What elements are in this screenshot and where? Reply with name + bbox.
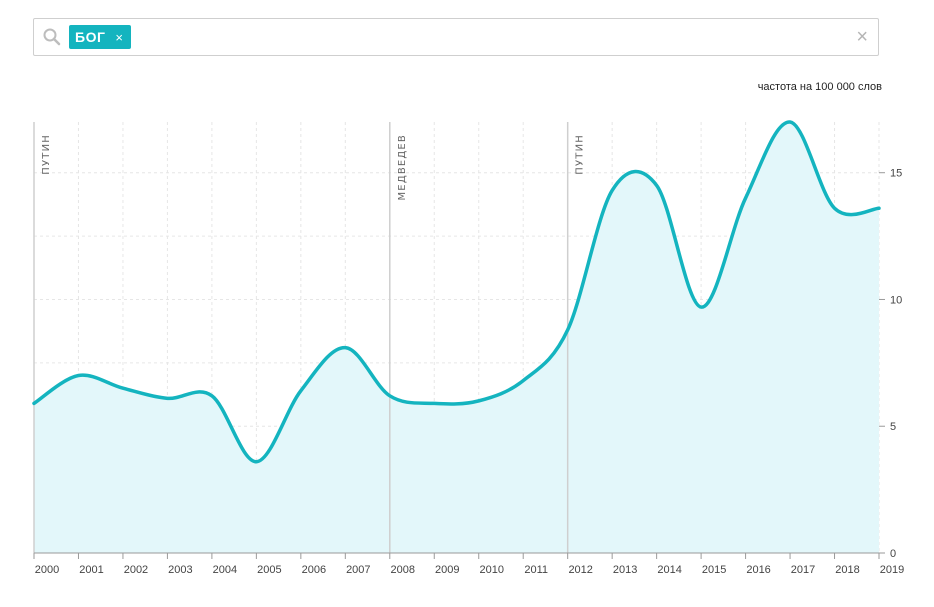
series-line <box>32 120 881 464</box>
search-icon <box>43 28 61 46</box>
x-tick-label-2007: 2007 <box>346 564 370 576</box>
x-tick-label-2018: 2018 <box>835 564 859 576</box>
x-tick-label-2008: 2008 <box>391 564 415 576</box>
y-tick-label-0: 0 <box>890 548 896 560</box>
y-tick-label-15: 15 <box>890 168 902 180</box>
x-tick-label-2019: 2019 <box>880 564 904 576</box>
x-tick-label-2004: 2004 <box>213 564 237 576</box>
era-label-1: МЕДВЕДЕВ <box>397 134 408 201</box>
x-tick-label-2009: 2009 <box>435 564 459 576</box>
x-tick-label-2017: 2017 <box>791 564 815 576</box>
y-tick-label-10: 10 <box>890 294 902 306</box>
x-tick-label-2011: 2011 <box>524 564 548 576</box>
x-tick-label-2016: 2016 <box>746 564 770 576</box>
x-tick-label-2005: 2005 <box>257 564 281 576</box>
x-tick-label-2014: 2014 <box>657 564 681 576</box>
clear-search-button[interactable]: × <box>856 26 868 48</box>
series-area <box>34 121 879 553</box>
x-tick-label-2015: 2015 <box>702 564 726 576</box>
y-tick-label-5: 5 <box>890 421 896 433</box>
x-tick-label-2013: 2013 <box>613 564 637 576</box>
remove-term-button[interactable]: × <box>115 29 124 45</box>
era-label-0: ПУТИН <box>41 134 52 175</box>
search-bar[interactable]: БОГ × × <box>33 18 879 56</box>
x-tick-label-2002: 2002 <box>124 564 148 576</box>
x-tick-label-2006: 2006 <box>302 564 326 576</box>
y-axis-unit-label: частота на 100 000 слов <box>757 81 882 93</box>
search-term-chip[interactable]: БОГ × <box>69 25 132 49</box>
era-label-2: ПУТИН <box>575 134 586 175</box>
x-tick-label-2000: 2000 <box>35 564 59 576</box>
x-tick-label-2012: 2012 <box>568 564 592 576</box>
x-tick-label-2010: 2010 <box>479 564 503 576</box>
x-tick-label-2001: 2001 <box>79 564 103 576</box>
x-tick-label-2003: 2003 <box>168 564 192 576</box>
search-term-label: БОГ <box>75 29 106 45</box>
